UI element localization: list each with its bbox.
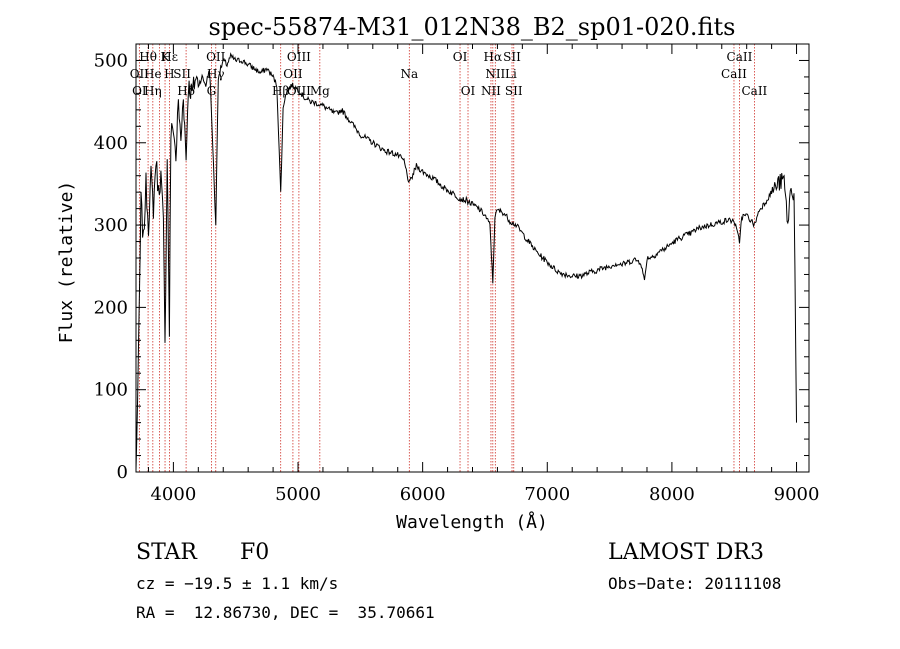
- line-label-row1-1: K: [161, 50, 171, 64]
- x-tick-label-9000: 9000: [774, 484, 820, 505]
- spectrum-series: [135, 52, 797, 470]
- line-label-row1-3: OII: [206, 50, 226, 64]
- survey-name: LAMOST DR3: [608, 540, 764, 565]
- line-label-row2-8: Li: [505, 67, 517, 81]
- y-axis-label: Flux (relative): [56, 181, 77, 344]
- line-label-row3-8: NII: [481, 84, 501, 98]
- line-label-row3-7: OI: [461, 84, 476, 98]
- obs-date: Obs−Date: 20111108: [608, 574, 782, 593]
- x-tick-label-7000: 7000: [524, 484, 570, 505]
- y-axis-ticks: 0 100 200 300 400 500: [94, 50, 809, 483]
- line-markers: [138, 44, 755, 472]
- chart-title: spec-55874-M31_012N38_B2_sp01-020.fits: [209, 13, 736, 41]
- x-axis-ticks: 4000 5000 6000 7000 8000 9000: [147, 44, 820, 505]
- line-label-row2-5: OII: [283, 67, 303, 81]
- x-tick-label-4000: 4000: [150, 484, 196, 505]
- line-label-row1-5: OI: [453, 50, 468, 64]
- line-label-row2-9: CaII: [721, 67, 747, 81]
- line-label-row2-2: H: [164, 67, 174, 81]
- line-label-row2-7: NII: [485, 67, 505, 81]
- line-label-row3-6: Mg: [310, 84, 330, 98]
- object-type: STAR: [136, 540, 197, 565]
- line-label-row3-1: Hη: [144, 84, 162, 98]
- line-label-row1-0: Hθ: [139, 50, 157, 64]
- line-label-row3-3: G: [207, 84, 217, 98]
- coordinates: RA = 12.86730, DEC = 35.70661: [136, 603, 435, 622]
- x-tick-label-8000: 8000: [649, 484, 695, 505]
- y-tick-label-100: 100: [94, 380, 128, 401]
- line-label-row1-8: CaII: [727, 50, 753, 64]
- y-tick-label-400: 400: [94, 133, 128, 154]
- x-tick-label-6000: 6000: [400, 484, 446, 505]
- y-tick-label-0: 0: [117, 462, 128, 483]
- spectral-class: F0: [240, 540, 270, 565]
- x-axis-label: Wavelength (Å): [396, 511, 548, 533]
- line-label-row1-4: OIII: [287, 50, 311, 64]
- redshift-value: cz = −19.5 ± 1.1 km/s: [136, 574, 339, 593]
- line-label-row3-10: CaII: [741, 84, 767, 98]
- line-label-row1-7: SII: [503, 50, 521, 64]
- line-label-row3-9: SII: [505, 84, 523, 98]
- y-tick-label-200: 200: [94, 297, 128, 318]
- line-label-row2-3: SII: [173, 67, 191, 81]
- line-label-row2-6: Na: [400, 67, 418, 81]
- y-tick-label-500: 500: [94, 50, 128, 71]
- line-label-row1-6: Hα: [484, 50, 503, 64]
- line-label-row1-2: Hε: [161, 50, 178, 64]
- line-label-row2-1: He: [144, 67, 162, 81]
- spectrum-line: [135, 52, 797, 470]
- line-label-row2-0: OII: [130, 67, 150, 81]
- y-tick-label-300: 300: [94, 215, 128, 236]
- x-tick-label-5000: 5000: [275, 484, 321, 505]
- plot-frame: [135, 43, 810, 473]
